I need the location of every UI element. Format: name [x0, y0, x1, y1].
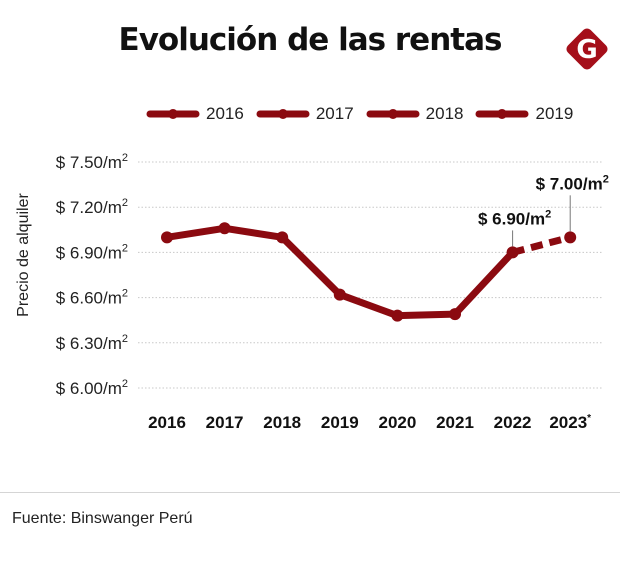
data-point	[506, 246, 519, 259]
y-tick-label: $ 6.00/m2	[56, 378, 128, 398]
legend-item: 2016	[146, 104, 244, 124]
x-tick-label: 2019	[321, 413, 359, 432]
legend-line-marker-icon	[146, 109, 200, 119]
x-tick-label: 2017	[206, 413, 244, 432]
x-tick-label: 2023*	[549, 413, 591, 432]
data-point	[161, 231, 173, 244]
footer-divider	[0, 492, 620, 493]
legend-item: 2018	[366, 104, 464, 124]
legend-label: 2018	[425, 104, 464, 123]
logo-letter: G	[576, 35, 597, 65]
data-point	[449, 308, 461, 321]
legend-line-marker-icon	[366, 109, 420, 119]
legend: 2016 2017 2018 2019	[146, 104, 573, 124]
legend-line-marker-icon	[475, 109, 529, 119]
data-label: $ 7.00/m2	[536, 173, 609, 193]
x-tick-label: 2022	[494, 413, 532, 432]
y-tick-label: $ 6.60/m2	[56, 288, 128, 308]
x-tick-label: 2020	[378, 413, 416, 432]
data-label: $ 6.90/m2	[478, 208, 551, 228]
legend-item: 2017	[256, 104, 354, 124]
legend-item: 2019	[475, 104, 573, 124]
x-tick-label: 2018	[263, 413, 301, 432]
legend-line-marker-icon	[256, 109, 310, 119]
legend-label: 2016	[206, 104, 244, 123]
source-note: Fuente: Binswanger Perú	[12, 510, 193, 527]
data-point	[276, 231, 289, 244]
series-line	[163, 224, 517, 320]
y-tick-label: $ 6.90/m2	[56, 242, 128, 262]
legend-label: 2019	[535, 104, 574, 123]
y-tick-label: $ 7.20/m2	[56, 197, 128, 217]
data-point	[333, 288, 346, 301]
g-diamond-logo-icon: G	[566, 28, 608, 70]
data-point	[218, 222, 231, 235]
projected-line	[511, 233, 572, 256]
x-tick-label: 2016	[148, 413, 186, 432]
data-point	[564, 231, 577, 244]
y-tick-label: $ 6.30/m2	[56, 333, 128, 353]
line-chart: $ 6.00/m2 $ 6.30/m2 $ 6.60/m2 $ 6.90/m2 $ 7.…	[56, 152, 609, 432]
x-tick-label: 2021	[436, 413, 474, 432]
chart-title: Evolución de las rentas	[118, 22, 503, 58]
legend-label: 2017	[315, 104, 354, 123]
y-tick-label: $ 7.50/m2	[56, 152, 128, 172]
data-point	[391, 309, 404, 322]
